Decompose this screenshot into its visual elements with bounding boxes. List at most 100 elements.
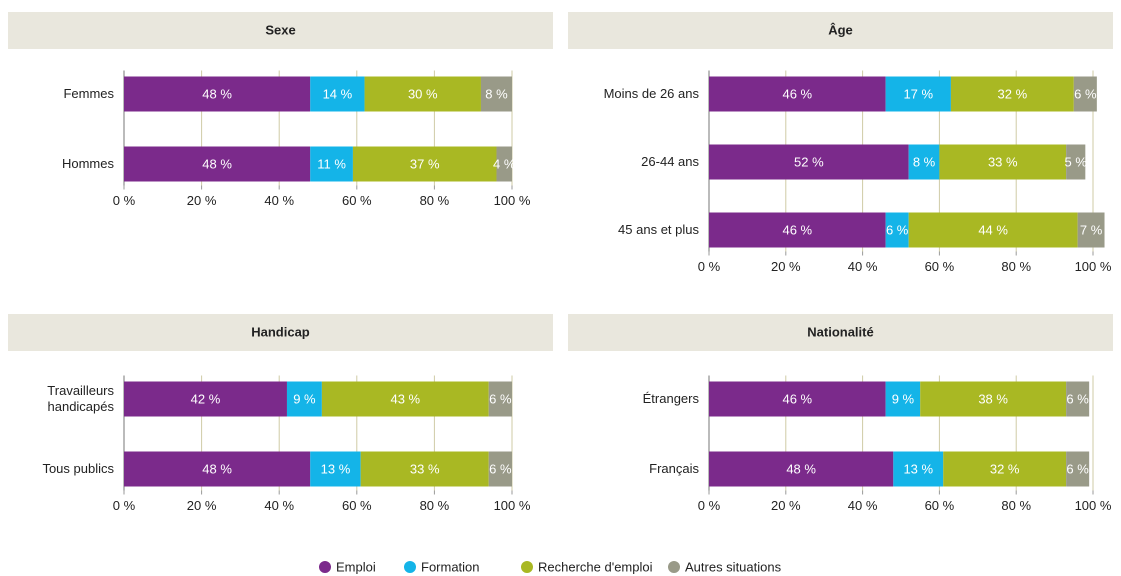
category-label: Français: [649, 461, 699, 476]
legend-label: Emploi: [336, 559, 376, 574]
panel-title: Sexe: [265, 22, 295, 37]
value-label: 33 %: [410, 461, 440, 476]
bar-segment: [488, 451, 512, 487]
bar-segment: [1073, 76, 1097, 112]
value-label: 9 %: [293, 391, 316, 406]
value-label: 6 %: [1066, 461, 1089, 476]
bar-segment: [124, 381, 287, 417]
bar-segment: [885, 76, 951, 112]
x-tick-label: 20 %: [771, 259, 801, 274]
x-tick-label: 0 %: [698, 259, 721, 274]
x-tick-label: 100 %: [1075, 259, 1112, 274]
bar-segment: [1066, 144, 1086, 180]
x-tick-label: 20 %: [771, 498, 801, 513]
value-label: 6 %: [489, 391, 512, 406]
x-tick-label: 100 %: [494, 193, 531, 208]
bar-segment: [950, 76, 1074, 112]
x-tick-label: 100 %: [1075, 498, 1112, 513]
legend-swatch: [521, 561, 533, 573]
bar-segment: [709, 212, 886, 248]
bar-segment: [360, 451, 489, 487]
panel-title: Handicap: [251, 324, 310, 339]
x-tick-label: 80 %: [1001, 498, 1031, 513]
category-label: Hommes: [61, 156, 114, 171]
panel-header: [568, 12, 1113, 49]
value-label: 43 %: [390, 391, 420, 406]
bar-segment: [1066, 381, 1090, 417]
panel-header: [8, 314, 553, 351]
legend-label: Formation: [421, 559, 480, 574]
value-label: 44 %: [978, 222, 1008, 237]
value-label: 11 %: [317, 156, 346, 171]
value-label: 32 %: [998, 86, 1028, 101]
bar-segment: [908, 144, 940, 180]
x-tick-label: 40 %: [848, 259, 878, 274]
legend-label: Autres situations: [685, 559, 782, 574]
value-label: 48 %: [202, 86, 232, 101]
value-label: 46 %: [782, 391, 812, 406]
legend-swatch: [404, 561, 416, 573]
value-label: 13 %: [321, 461, 351, 476]
x-tick-label: 20 %: [187, 498, 217, 513]
value-label: 8 %: [485, 86, 508, 101]
bar-segment: [310, 76, 365, 112]
bar-segment: [310, 451, 361, 487]
bar-segment: [885, 212, 909, 248]
bar-segment: [124, 146, 311, 182]
bar-segment: [124, 451, 311, 487]
value-label: 8 %: [913, 154, 936, 169]
bar-segment: [286, 381, 322, 417]
value-label: 6 %: [1074, 86, 1097, 101]
legend-label: Recherche d'emploi: [538, 559, 653, 574]
bar-segment: [709, 144, 909, 180]
x-tick-label: 60 %: [342, 498, 372, 513]
bar-segment: [939, 144, 1067, 180]
category-label: Tous publics: [42, 461, 114, 476]
x-tick-label: 60 %: [925, 498, 955, 513]
category-label: Moins de 26 ans: [603, 86, 699, 101]
bar-segment: [943, 451, 1067, 487]
value-label: 14 %: [323, 86, 353, 101]
bar-segment: [321, 381, 489, 417]
value-label: 4 %: [493, 156, 516, 171]
bar-segment: [124, 76, 311, 112]
bar-segment: [496, 146, 512, 182]
value-label: 7 %: [1080, 222, 1103, 237]
x-tick-label: 80 %: [1001, 259, 1031, 274]
category-label: 45 ans et plus: [618, 222, 699, 237]
x-tick-label: 0 %: [113, 193, 136, 208]
x-tick-label: 20 %: [187, 193, 217, 208]
panel-title: Âge: [828, 22, 853, 37]
bar-segment: [488, 381, 512, 417]
value-label: 37 %: [410, 156, 440, 171]
panel-header: [568, 314, 1113, 351]
value-label: 42 %: [191, 391, 221, 406]
bar-segment: [885, 381, 921, 417]
x-tick-label: 0 %: [698, 498, 721, 513]
bar-segment: [310, 146, 353, 182]
value-label: 6 %: [1066, 391, 1089, 406]
value-label: 48 %: [202, 461, 232, 476]
value-label: 46 %: [782, 222, 812, 237]
bar-segment: [364, 76, 481, 112]
bar-segment: [480, 76, 512, 112]
bar-segment: [1077, 212, 1105, 248]
panel-title: Nationalité: [807, 324, 873, 339]
x-tick-label: 0 %: [113, 498, 136, 513]
x-tick-label: 80 %: [420, 193, 450, 208]
category-label: 26-44 ans: [641, 154, 699, 169]
value-label: 13 %: [903, 461, 933, 476]
value-label: 52 %: [794, 154, 824, 169]
bar-segment: [908, 212, 1078, 248]
bar-segment: [893, 451, 944, 487]
value-label: 32 %: [990, 461, 1020, 476]
category-label: Étrangers: [642, 391, 699, 406]
bar-segment: [709, 381, 886, 417]
value-label: 5 %: [1065, 154, 1088, 169]
bar-segment: [709, 76, 886, 112]
value-label: 46 %: [782, 86, 812, 101]
legend-swatch: [668, 561, 680, 573]
bar-segment: [1066, 451, 1090, 487]
